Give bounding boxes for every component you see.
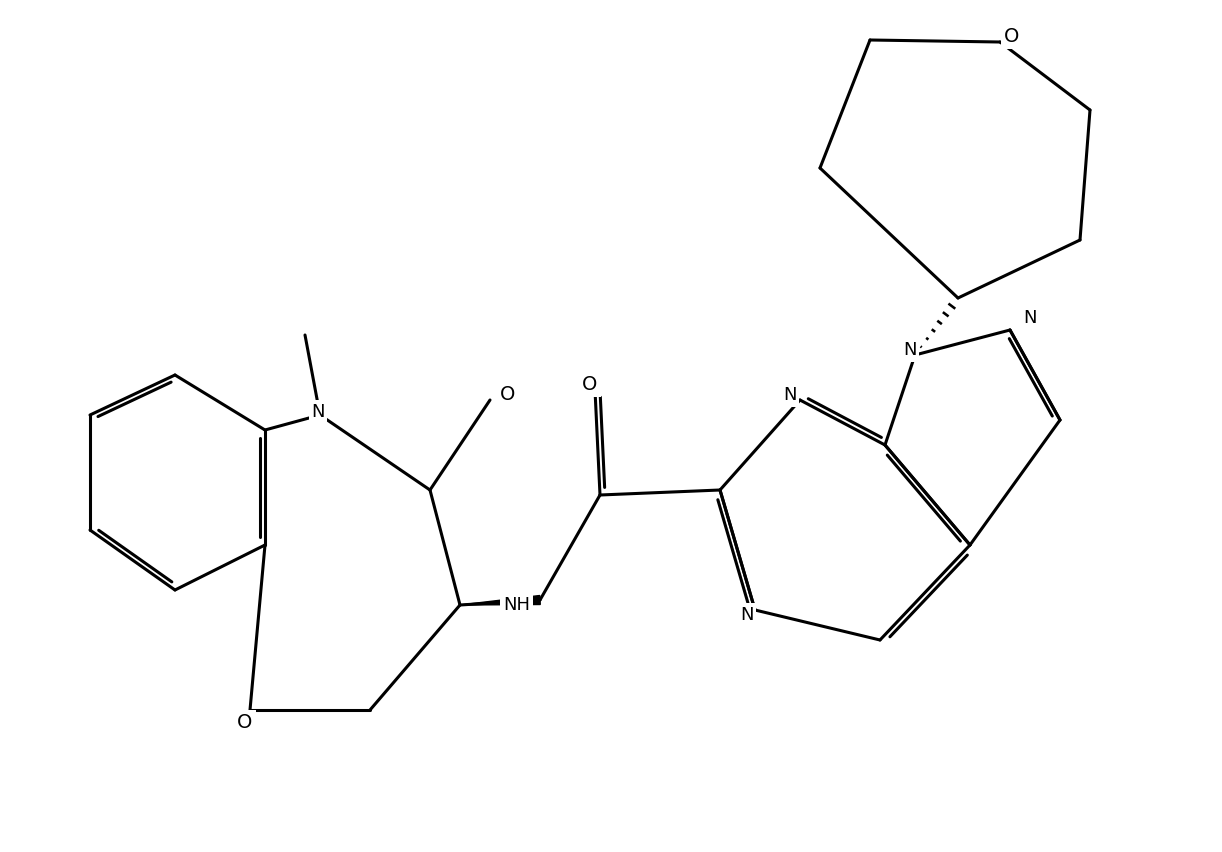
Text: N: N: [783, 386, 797, 404]
Text: N: N: [312, 403, 325, 421]
Text: O: O: [583, 376, 598, 394]
Text: N: N: [741, 606, 754, 624]
Text: O: O: [1004, 27, 1019, 47]
Text: NH: NH: [503, 596, 530, 614]
Text: O: O: [237, 712, 253, 732]
Polygon shape: [459, 596, 540, 605]
Text: N: N: [1023, 309, 1036, 327]
Text: N: N: [903, 341, 916, 359]
Text: O: O: [500, 385, 516, 405]
